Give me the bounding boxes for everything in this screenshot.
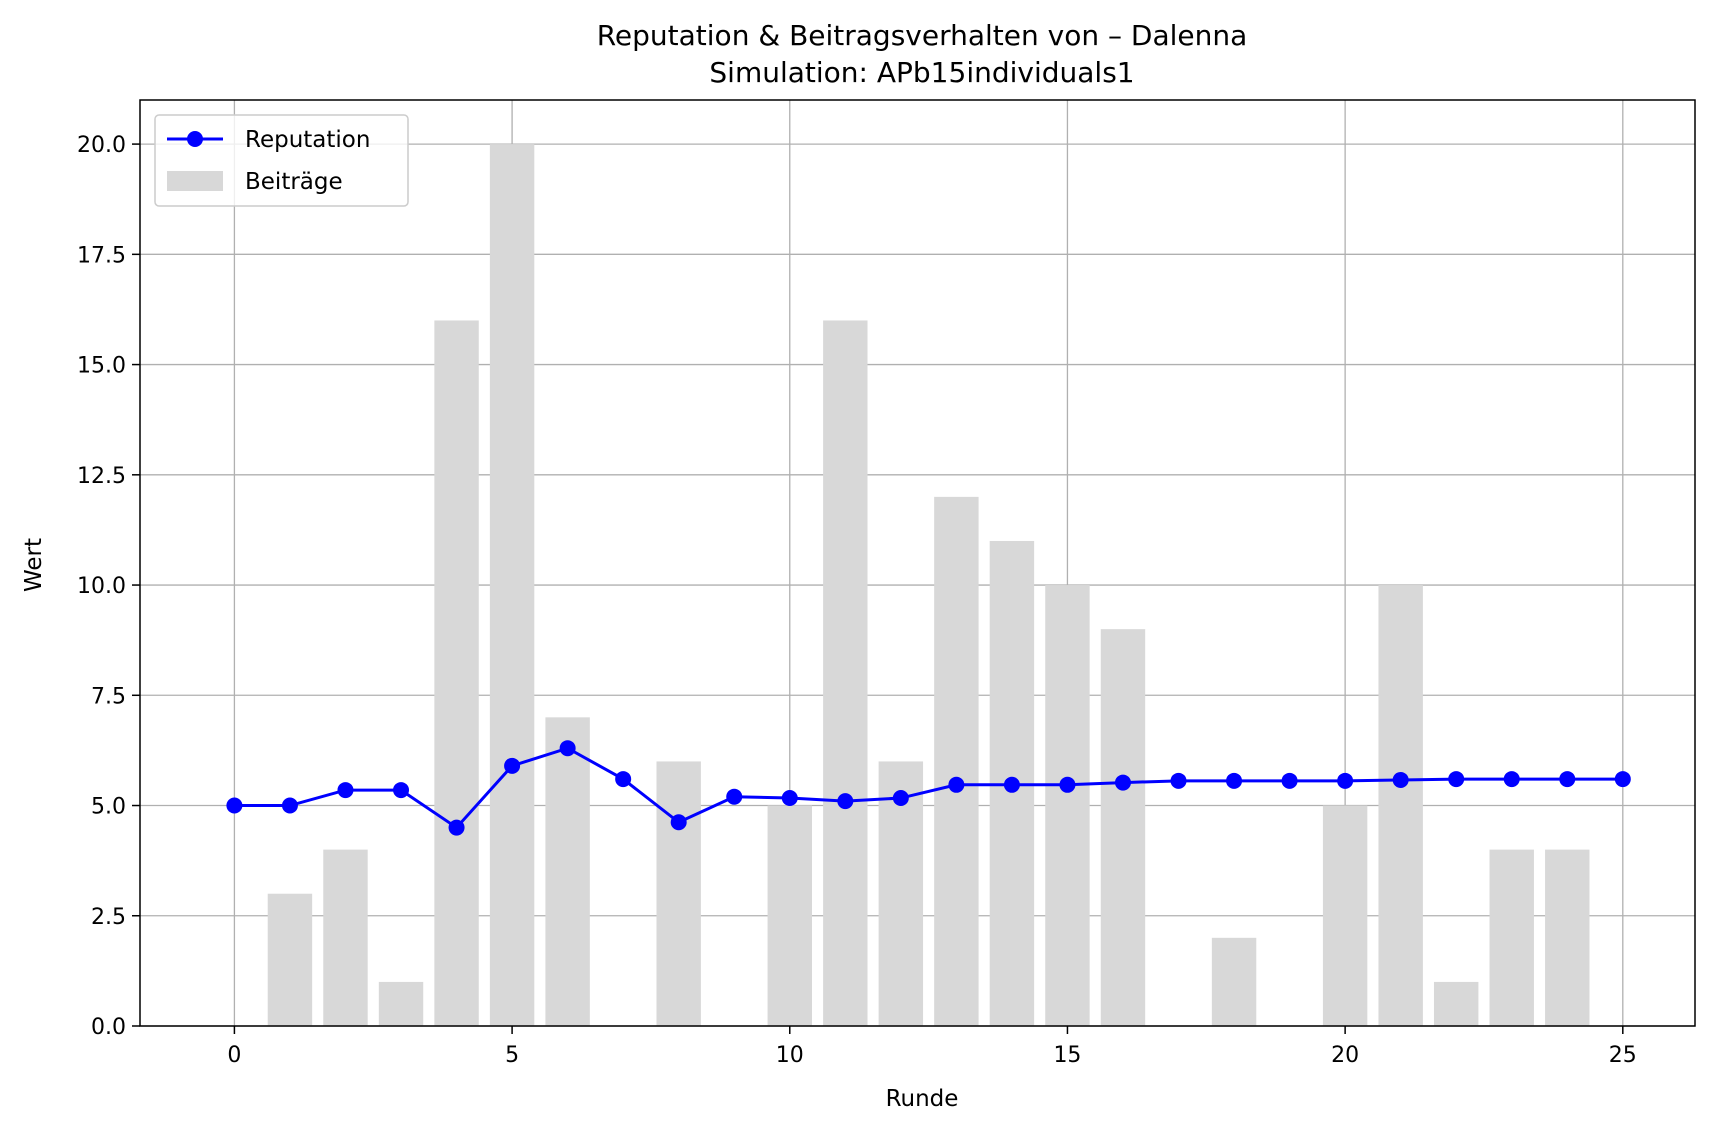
bar-round-3: [378, 981, 424, 1026]
line-layer: [226, 740, 1631, 836]
y-axis-label: Wert: [21, 538, 47, 592]
reputation-point-20: [1337, 772, 1354, 789]
reputation-point-0: [226, 797, 243, 814]
legend-reputation-label: Reputation: [245, 127, 370, 153]
reputation-point-15: [1059, 776, 1076, 793]
bar-round-13: [934, 496, 979, 1026]
bar-round-1: [267, 893, 313, 1026]
x-tick-label-5: 25: [1609, 1043, 1637, 1068]
bar-round-2: [323, 849, 368, 1026]
reputation-point-22: [1448, 771, 1465, 788]
x-tick-label-2: 10: [776, 1043, 804, 1068]
chart-title: Reputation & Beitragsverhalten von – Dal…: [597, 19, 1248, 52]
reputation-point-5: [504, 757, 521, 774]
bar-round-24: [1545, 849, 1590, 1026]
reputation-point-11: [837, 793, 854, 810]
reputation-point-4: [448, 819, 465, 836]
bar-round-11: [823, 320, 868, 1026]
reputation-point-3: [393, 782, 410, 799]
reputation-point-25: [1614, 771, 1631, 788]
reputation-point-8: [670, 814, 687, 831]
y-tick-label-8: 20.0: [77, 133, 126, 158]
bar-round-4: [434, 320, 479, 1026]
bar-round-22: [1433, 981, 1479, 1026]
reputation-point-23: [1503, 771, 1520, 788]
reputation-point-24: [1559, 771, 1576, 788]
x-tick-label-4: 20: [1331, 1043, 1359, 1068]
bar-round-5: [489, 144, 535, 1027]
bar-round-18: [1211, 937, 1257, 1026]
reputation-point-18: [1226, 772, 1243, 789]
bar-round-23: [1489, 849, 1534, 1026]
legend-beitraege-swatch: [167, 171, 223, 191]
legend-beitraege-label: Beiträge: [245, 169, 343, 195]
bar-round-8: [656, 761, 701, 1026]
reputation-point-9: [726, 788, 743, 805]
y-tick-label-7: 17.5: [77, 243, 126, 268]
x-axis-label: Runde: [886, 1086, 959, 1112]
y-tick-label-6: 15.0: [77, 354, 126, 379]
y-tick-label-5: 12.5: [77, 464, 126, 489]
reputation-point-6: [559, 740, 576, 757]
bar-round-15: [1045, 585, 1090, 1026]
reputation-line: [234, 746, 1623, 830]
reputation-point-17: [1170, 772, 1187, 789]
y-tick-label-3: 7.5: [91, 684, 126, 709]
reputation-point-7: [615, 771, 632, 788]
bar-round-10: [767, 805, 812, 1026]
legend-reputation-marker: [187, 131, 203, 147]
bar-round-6: [545, 717, 590, 1026]
y-tick-label-0: 0.0: [91, 1015, 126, 1040]
reputation-point-13: [948, 776, 965, 793]
bar-round-16: [1100, 629, 1146, 1026]
reputation-point-14: [1003, 776, 1020, 793]
x-tick-label-0: 0: [227, 1043, 241, 1068]
bar-round-21: [1378, 585, 1423, 1026]
x-tick-label-3: 15: [1053, 1043, 1081, 1068]
x-tick-label-1: 5: [505, 1043, 519, 1068]
reputation-point-10: [781, 790, 798, 807]
grid-layer: [140, 100, 1695, 1027]
reputation-point-21: [1392, 771, 1409, 788]
y-tick-label-2: 5.0: [91, 795, 126, 820]
reputation-point-2: [337, 782, 354, 799]
reputation-point-12: [892, 790, 909, 807]
reputation-point-16: [1114, 774, 1131, 791]
reputation-point-1: [281, 797, 298, 814]
bars-layer: [267, 144, 1590, 1027]
legend: Reputation Beiträge: [154, 114, 409, 207]
ticks-layer: 0 5 10 15 20 25 0.0 2.5 5.0 7.5 10.0 12.5 15.0 17.5 20…: [77, 133, 1637, 1068]
y-tick-label-4: 10.0: [77, 574, 126, 599]
bar-round-20: [1322, 805, 1368, 1026]
plot-frame: [139, 99, 1696, 1027]
reputation-point-19: [1281, 772, 1298, 789]
chart-subtitle: Simulation: APb15individuals1: [709, 56, 1134, 89]
y-tick-label-1: 2.5: [91, 905, 126, 930]
